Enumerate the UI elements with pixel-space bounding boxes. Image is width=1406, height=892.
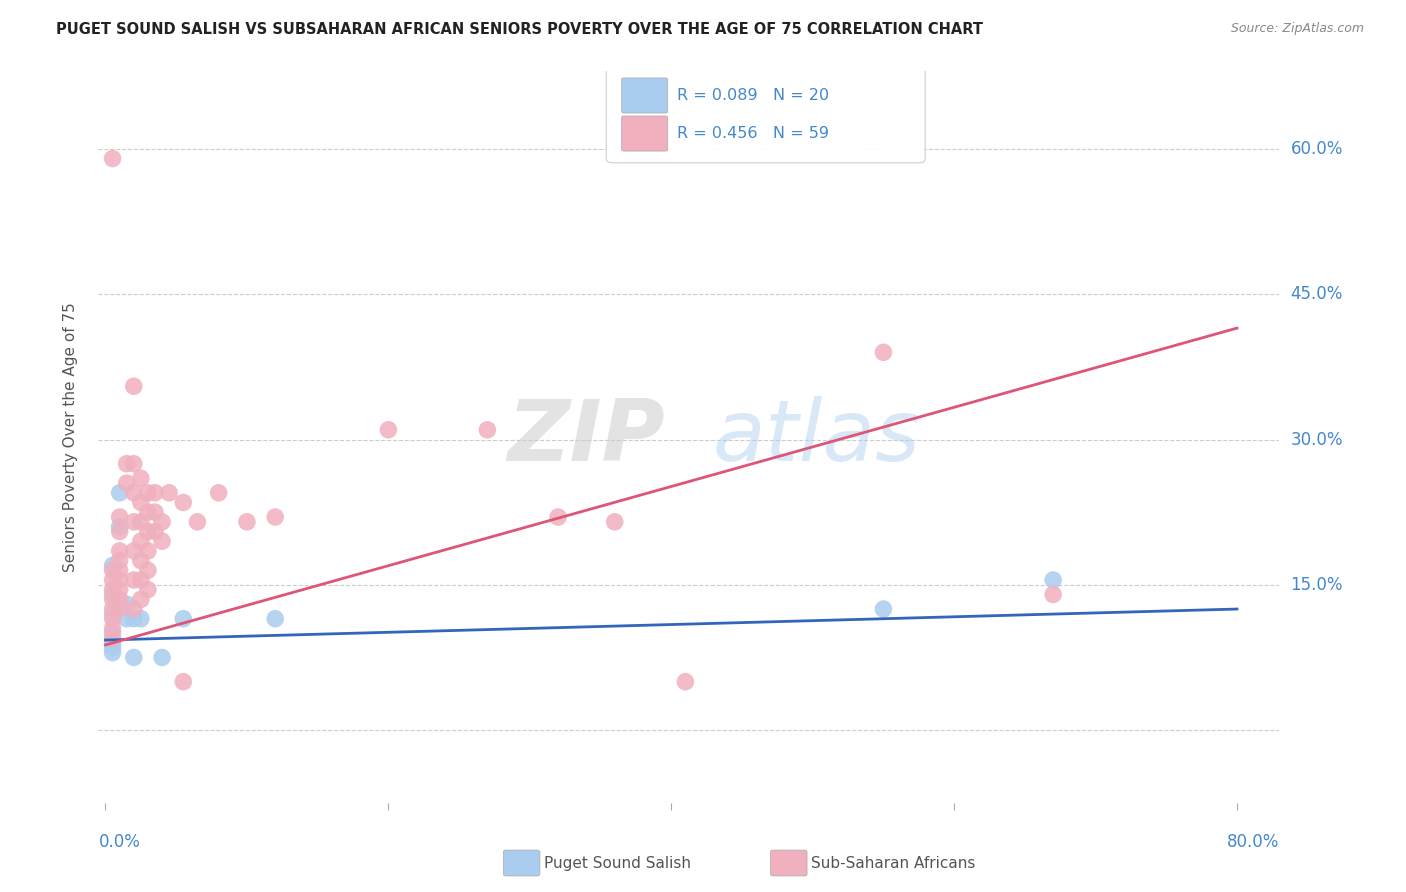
Point	[101, 640, 124, 655]
Point	[872, 602, 894, 616]
Point	[122, 602, 145, 616]
Point	[101, 636, 124, 650]
Point	[108, 524, 131, 539]
Point	[143, 505, 166, 519]
Point	[108, 544, 131, 558]
Point	[101, 582, 124, 597]
Point	[264, 612, 287, 626]
Point	[673, 674, 696, 689]
Point	[122, 379, 145, 393]
Point	[136, 524, 159, 539]
Point	[101, 563, 124, 577]
Point	[603, 515, 626, 529]
Point	[172, 612, 194, 626]
Point	[108, 573, 131, 587]
Point	[108, 510, 131, 524]
Point	[129, 471, 152, 485]
Point	[547, 510, 569, 524]
Point	[236, 515, 259, 529]
Point	[108, 485, 131, 500]
Text: 80.0%: 80.0%	[1227, 833, 1279, 851]
Text: Sub-Saharan Africans: Sub-Saharan Africans	[811, 856, 976, 871]
Point	[101, 152, 124, 166]
Point	[172, 495, 194, 509]
Point	[129, 612, 152, 626]
Point	[477, 423, 499, 437]
Point	[157, 485, 180, 500]
Point	[115, 457, 138, 471]
Text: atlas: atlas	[713, 395, 921, 479]
Point	[208, 485, 231, 500]
FancyBboxPatch shape	[606, 68, 925, 162]
Text: Puget Sound Salish: Puget Sound Salish	[544, 856, 692, 871]
Text: 30.0%: 30.0%	[1291, 431, 1343, 449]
Point	[122, 612, 145, 626]
Point	[122, 515, 145, 529]
Point	[172, 674, 194, 689]
Point	[101, 622, 124, 636]
Point	[108, 592, 131, 607]
Point	[108, 519, 131, 533]
Point	[101, 631, 124, 645]
Text: 60.0%: 60.0%	[1291, 140, 1343, 158]
Point	[1042, 587, 1064, 601]
Point	[136, 582, 159, 597]
Point	[136, 563, 159, 577]
Point	[150, 515, 173, 529]
Text: R = 0.456   N = 59: R = 0.456 N = 59	[678, 126, 830, 141]
Y-axis label: Seniors Poverty Over the Age of 75: Seniors Poverty Over the Age of 75	[63, 302, 77, 572]
Point	[122, 573, 145, 587]
Point	[122, 457, 145, 471]
Point	[150, 650, 173, 665]
Point	[108, 602, 131, 616]
Point	[101, 587, 124, 601]
Point	[101, 646, 124, 660]
Point	[108, 597, 131, 611]
Point	[108, 563, 131, 577]
Point	[115, 476, 138, 491]
Text: 15.0%: 15.0%	[1291, 576, 1343, 594]
Point	[129, 573, 152, 587]
Point	[101, 592, 124, 607]
Point	[101, 607, 124, 621]
Point	[136, 485, 159, 500]
Point	[101, 558, 124, 573]
Point	[872, 345, 894, 359]
FancyBboxPatch shape	[621, 116, 668, 151]
Point	[122, 650, 145, 665]
Point	[101, 602, 124, 616]
Text: 45.0%: 45.0%	[1291, 285, 1343, 303]
Point	[101, 573, 124, 587]
Point	[186, 515, 208, 529]
Point	[1042, 573, 1064, 587]
Point	[108, 582, 131, 597]
Point	[129, 592, 152, 607]
Point	[150, 534, 173, 549]
Point	[377, 423, 399, 437]
Point	[136, 544, 159, 558]
Point	[101, 612, 124, 626]
FancyBboxPatch shape	[621, 78, 668, 113]
Text: Source: ZipAtlas.com: Source: ZipAtlas.com	[1230, 22, 1364, 36]
Text: R = 0.089   N = 20: R = 0.089 N = 20	[678, 88, 830, 103]
Text: PUGET SOUND SALISH VS SUBSAHARAN AFRICAN SENIORS POVERTY OVER THE AGE OF 75 CORR: PUGET SOUND SALISH VS SUBSAHARAN AFRICAN…	[56, 22, 983, 37]
Point	[115, 612, 138, 626]
Point	[108, 553, 131, 567]
Point	[129, 495, 152, 509]
Point	[101, 626, 124, 640]
Point	[122, 544, 145, 558]
Text: ZIP: ZIP	[508, 395, 665, 479]
Point	[129, 515, 152, 529]
Text: 0.0%: 0.0%	[98, 833, 141, 851]
Point	[143, 485, 166, 500]
Point	[143, 524, 166, 539]
Point	[115, 597, 138, 611]
Point	[264, 510, 287, 524]
Point	[129, 553, 152, 567]
Point	[122, 485, 145, 500]
Point	[129, 534, 152, 549]
Point	[136, 505, 159, 519]
